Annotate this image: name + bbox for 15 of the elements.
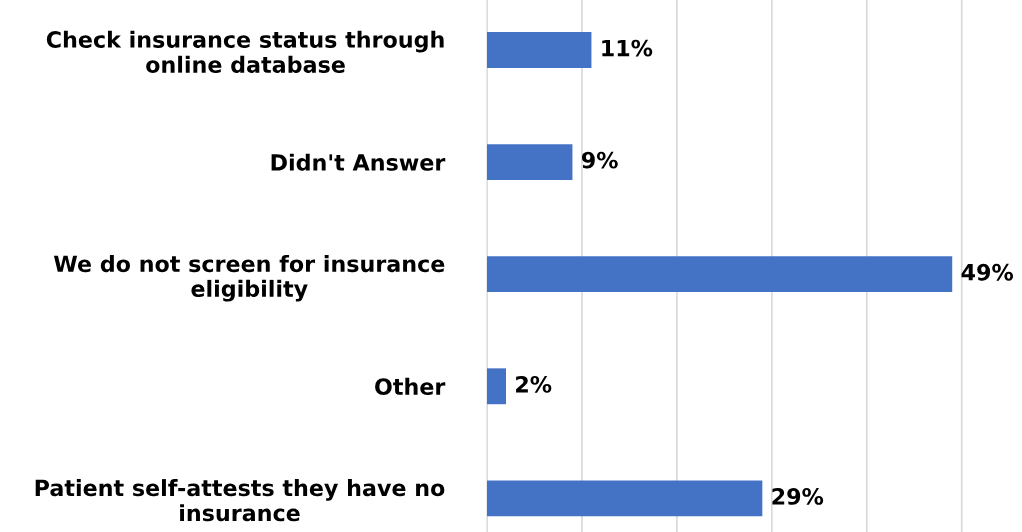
data-label: 11%: [602, 39, 653, 57]
y-tick-label: Patient self-attests they have no insurance: [35, 479, 445, 522]
data-label: 49%: [961, 263, 1014, 281]
bar: [487, 256, 953, 293]
y-tick-label: Check insurance status through online database: [46, 30, 444, 73]
y-tick-label: We do not screen for insurance eligibility: [53, 254, 445, 302]
bar: [487, 144, 573, 181]
bar: [487, 480, 763, 517]
y-tick-label: Other: [375, 377, 446, 396]
bar: [487, 32, 592, 68]
bar: [487, 368, 506, 405]
data-label: 29%: [772, 488, 824, 505]
data-label: 2%: [516, 375, 552, 393]
data-label: 9%: [581, 151, 618, 169]
y-tick-label: Didn't Answer: [271, 153, 446, 171]
